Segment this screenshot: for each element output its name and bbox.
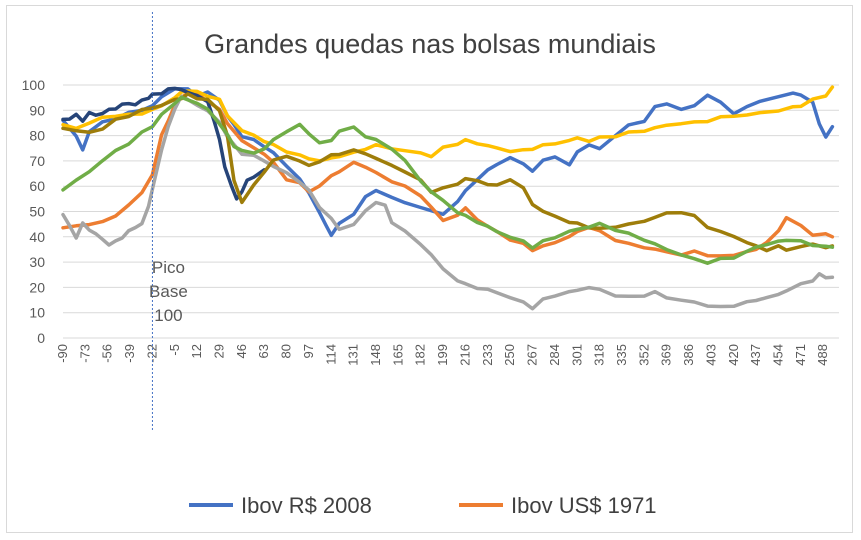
x-axis: -90-73-56-39-22-512294663809711413114816… bbox=[55, 344, 830, 366]
x-tick-label: 267 bbox=[525, 344, 540, 366]
x-tick-label: 165 bbox=[390, 344, 405, 366]
x-tick-label: 386 bbox=[681, 344, 696, 366]
x-tick-label: 148 bbox=[368, 344, 383, 366]
x-tick-label: 63 bbox=[256, 344, 271, 358]
x-tick-label: -56 bbox=[100, 344, 115, 363]
y-axis: 0 10 20 30 40 50 60 70 80 90 100 bbox=[22, 77, 46, 346]
x-tick-label: -90 bbox=[55, 344, 70, 363]
annotation-text: 100 bbox=[154, 306, 182, 325]
y-tick-label: 30 bbox=[29, 254, 45, 270]
x-tick-label: 437 bbox=[748, 344, 763, 366]
x-tick-label: -73 bbox=[77, 344, 92, 363]
y-tick-label: 10 bbox=[29, 305, 45, 321]
x-tick-label: 182 bbox=[413, 344, 428, 366]
x-tick-label: 46 bbox=[234, 344, 249, 358]
chart-svg: Grandes quedas nas bolsas mundiais 0 10 20… bbox=[22, 12, 839, 518]
legend: Ibov R$ 2008 Ibov US$ 1971 bbox=[189, 493, 657, 518]
series-line-5 bbox=[61, 86, 266, 201]
legend-label: Ibov US$ 1971 bbox=[511, 493, 657, 518]
x-tick-label: 369 bbox=[659, 344, 674, 366]
y-tick-label: 50 bbox=[29, 204, 45, 220]
y-tick-label: 90 bbox=[29, 102, 45, 118]
x-tick-label: 335 bbox=[614, 344, 629, 366]
x-tick-label: 131 bbox=[346, 344, 361, 366]
annotation-text: Base bbox=[149, 282, 188, 301]
series-line-7 bbox=[61, 95, 835, 265]
x-tick-label: 420 bbox=[726, 344, 741, 366]
x-tick-label: 29 bbox=[212, 344, 227, 358]
chart-frame: Grandes quedas nas bolsas mundiais 0 10 20… bbox=[6, 5, 853, 533]
y-tick-label: 40 bbox=[29, 229, 45, 245]
y-tick-label: 0 bbox=[37, 330, 45, 346]
x-tick-label: 12 bbox=[189, 344, 204, 358]
x-tick-label: 97 bbox=[301, 344, 316, 358]
x-tick-label: 233 bbox=[480, 344, 495, 366]
legend-label: Ibov R$ 2008 bbox=[241, 493, 372, 518]
peak-annotation: Pico Base 100 bbox=[149, 12, 188, 430]
annotation-text: Pico bbox=[152, 258, 185, 277]
y-tick-label: 80 bbox=[29, 128, 45, 144]
chart-title: Grandes quedas nas bolsas mundiais bbox=[204, 29, 656, 59]
x-tick-label: -39 bbox=[122, 344, 137, 363]
x-tick-label: 471 bbox=[793, 344, 808, 366]
x-tick-label: 318 bbox=[592, 344, 607, 366]
x-tick-label: 199 bbox=[435, 344, 450, 366]
y-tick-label: 60 bbox=[29, 178, 45, 194]
series-lines bbox=[61, 85, 835, 311]
x-tick-label: -5 bbox=[167, 344, 182, 356]
x-tick-label: 80 bbox=[279, 344, 294, 358]
x-tick-label: 250 bbox=[502, 344, 517, 366]
series-line-3 bbox=[61, 94, 835, 311]
series-line-6 bbox=[61, 92, 835, 253]
x-tick-label: 284 bbox=[547, 344, 562, 366]
x-tick-label: 301 bbox=[569, 344, 584, 366]
y-tick-label: 20 bbox=[29, 279, 45, 295]
x-tick-label: 216 bbox=[457, 344, 472, 366]
x-tick-label: 352 bbox=[636, 344, 651, 366]
y-tick-label: 100 bbox=[22, 77, 46, 93]
y-tick-label: 70 bbox=[29, 153, 45, 169]
x-tick-label: 488 bbox=[815, 344, 830, 366]
gridlines bbox=[63, 84, 839, 339]
x-tick-label: 114 bbox=[323, 344, 338, 365]
x-tick-label: 454 bbox=[770, 344, 785, 366]
x-tick-label: 403 bbox=[703, 344, 718, 366]
